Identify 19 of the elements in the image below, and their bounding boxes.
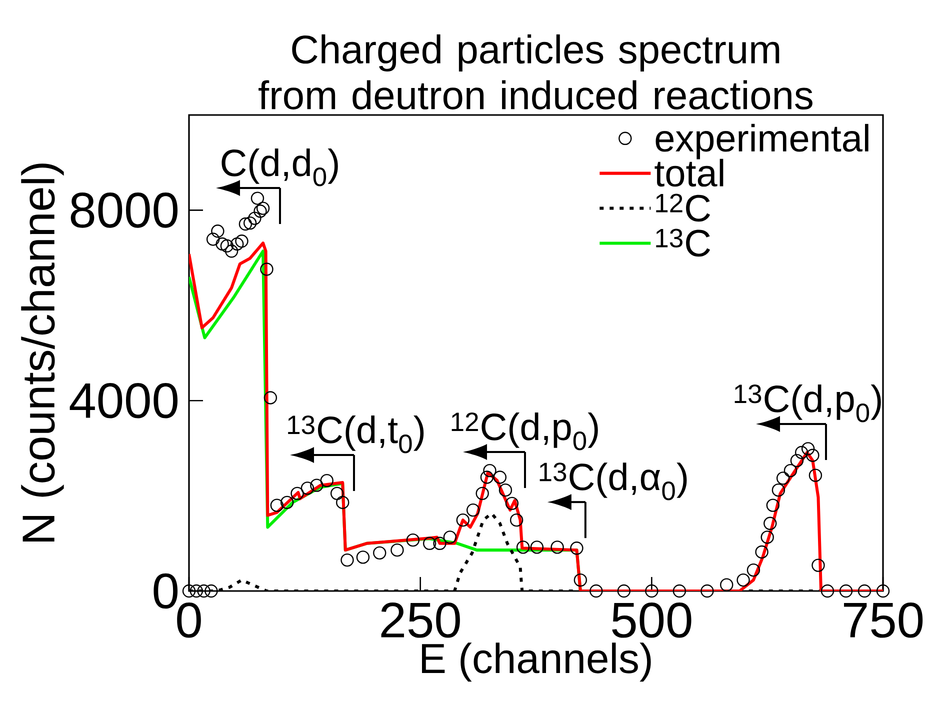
legend-label: total [654,158,724,187]
annotation: C(d,d$_{0}$) [222,148,338,186]
x-tick-label: 0 [177,602,201,638]
annotation: $^{13}$C(d,α$_{0}$) [540,462,687,500]
legend-label: $^{12}$C [656,194,710,222]
annotation: $^{13}$C(d,t$_{0}$) [288,416,424,454]
annotation: $^{13}$C(d,p$_{0}$) [734,384,881,422]
legend-label: experimental [656,124,868,160]
legend-label: $^{13}$C [656,228,710,257]
y-tick-label: 0 [154,573,178,609]
annotation: $^{12}$C(d,p$_{0}$) [452,412,598,450]
x-tick-label: 500 [612,602,692,638]
y-axis-title: N (counts/channel) [21,164,64,542]
y-tick-label: 4000 [70,382,178,418]
chart-title: Charged particles spectrum from deutron induced reactions [258,34,812,110]
x-axis-title: E (channels) [422,642,651,682]
y-tick-label: 8000 [70,192,178,228]
x-tick-label: 250 [381,602,460,638]
x-tick-label: 750 [844,602,923,638]
